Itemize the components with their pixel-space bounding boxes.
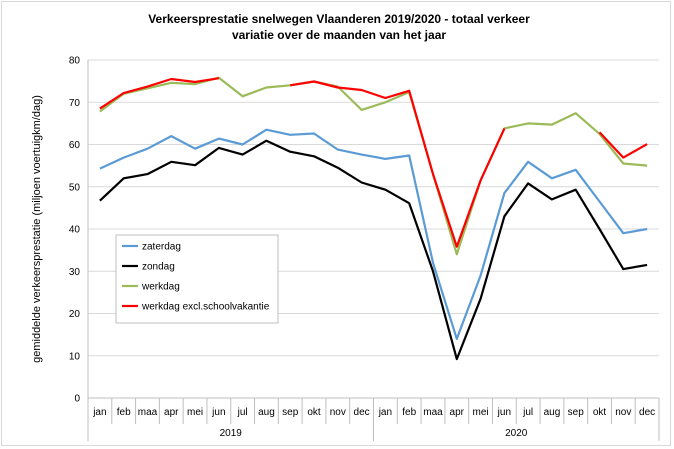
- y-tick-label: 50: [69, 182, 81, 193]
- series-line: [598, 131, 648, 159]
- year-label: 2019: [220, 428, 243, 439]
- legend-label: werkdag: [141, 282, 180, 293]
- chart-title: Verkeersprestatie snelwegen Vlaanderen 2…: [148, 12, 530, 26]
- y-tick-label: 0: [74, 394, 80, 405]
- x-tick-label: mei: [473, 407, 489, 418]
- series-line: [99, 139, 648, 361]
- x-tick-label: jun: [497, 407, 511, 418]
- x-tick-label: dec: [639, 407, 655, 418]
- axes: [87, 60, 660, 441]
- series-werkdag-excl-schoolvakantie: [99, 77, 648, 248]
- x-tick-label: aug: [258, 407, 275, 418]
- y-axis-label: gemiddelde verkeersprestatie (miljoen vo…: [31, 95, 43, 363]
- x-tick-label: sep: [568, 407, 585, 418]
- x-tick-label: jan: [378, 407, 392, 418]
- x-tick-label: maa: [138, 407, 158, 418]
- y-tick-label: 40: [69, 225, 81, 236]
- x-tick-label: nov: [615, 407, 631, 418]
- series-line: [99, 77, 220, 110]
- x-tick-label: maa: [423, 407, 443, 418]
- y-tick-label: 60: [69, 140, 81, 151]
- series-line: [99, 76, 648, 256]
- y-tick-labels: 0 10 20 30 40 50 60 70 80: [69, 56, 81, 405]
- year-label: 2020: [505, 428, 528, 439]
- x-tick-label: jul: [237, 407, 248, 418]
- x-tick-labels: jan feb maa apr mei jun jul aug sep okt nov dec jan f…: [92, 407, 655, 439]
- legend-label: werkdag excl.schoolvakantie: [141, 302, 270, 313]
- y-tick-label: 30: [69, 267, 81, 278]
- x-tick-label: apr: [450, 407, 465, 418]
- x-tick-label: apr: [164, 407, 179, 418]
- series-line: [290, 80, 506, 248]
- y-tick-label: 10: [69, 351, 81, 362]
- x-tick-label: feb: [117, 407, 131, 418]
- x-tick-label: mei: [187, 407, 203, 418]
- x-tick-label: jun: [211, 407, 225, 418]
- y-tick-label: 70: [69, 98, 81, 109]
- series-werkdag: [99, 76, 648, 256]
- series-zaterdag: [99, 128, 648, 340]
- legend: zaterdag zondag werkdag werkdag excl.school…: [115, 234, 279, 324]
- x-tick-label: okt: [307, 407, 321, 418]
- legend-label: zaterdag: [142, 242, 181, 253]
- x-tick-label: dec: [354, 407, 370, 418]
- x-tick-label: nov: [330, 407, 346, 418]
- x-tick-label: jul: [522, 407, 533, 418]
- legend-box: [115, 234, 279, 324]
- y-tick-label: 80: [69, 56, 81, 67]
- series-zondag: [99, 139, 648, 361]
- x-tick-label: okt: [593, 407, 607, 418]
- series-layer: [99, 76, 648, 361]
- x-tick-label: aug: [544, 407, 561, 418]
- y-tick-label: 20: [69, 309, 81, 320]
- x-tick-label: jan: [92, 407, 106, 418]
- series-line: [99, 128, 648, 340]
- x-tick-label: feb: [402, 407, 416, 418]
- legend-label: zondag: [142, 262, 175, 273]
- chart-subtitle: variatie over de maanden van het jaar: [232, 28, 446, 42]
- x-tick-label: sep: [282, 407, 299, 418]
